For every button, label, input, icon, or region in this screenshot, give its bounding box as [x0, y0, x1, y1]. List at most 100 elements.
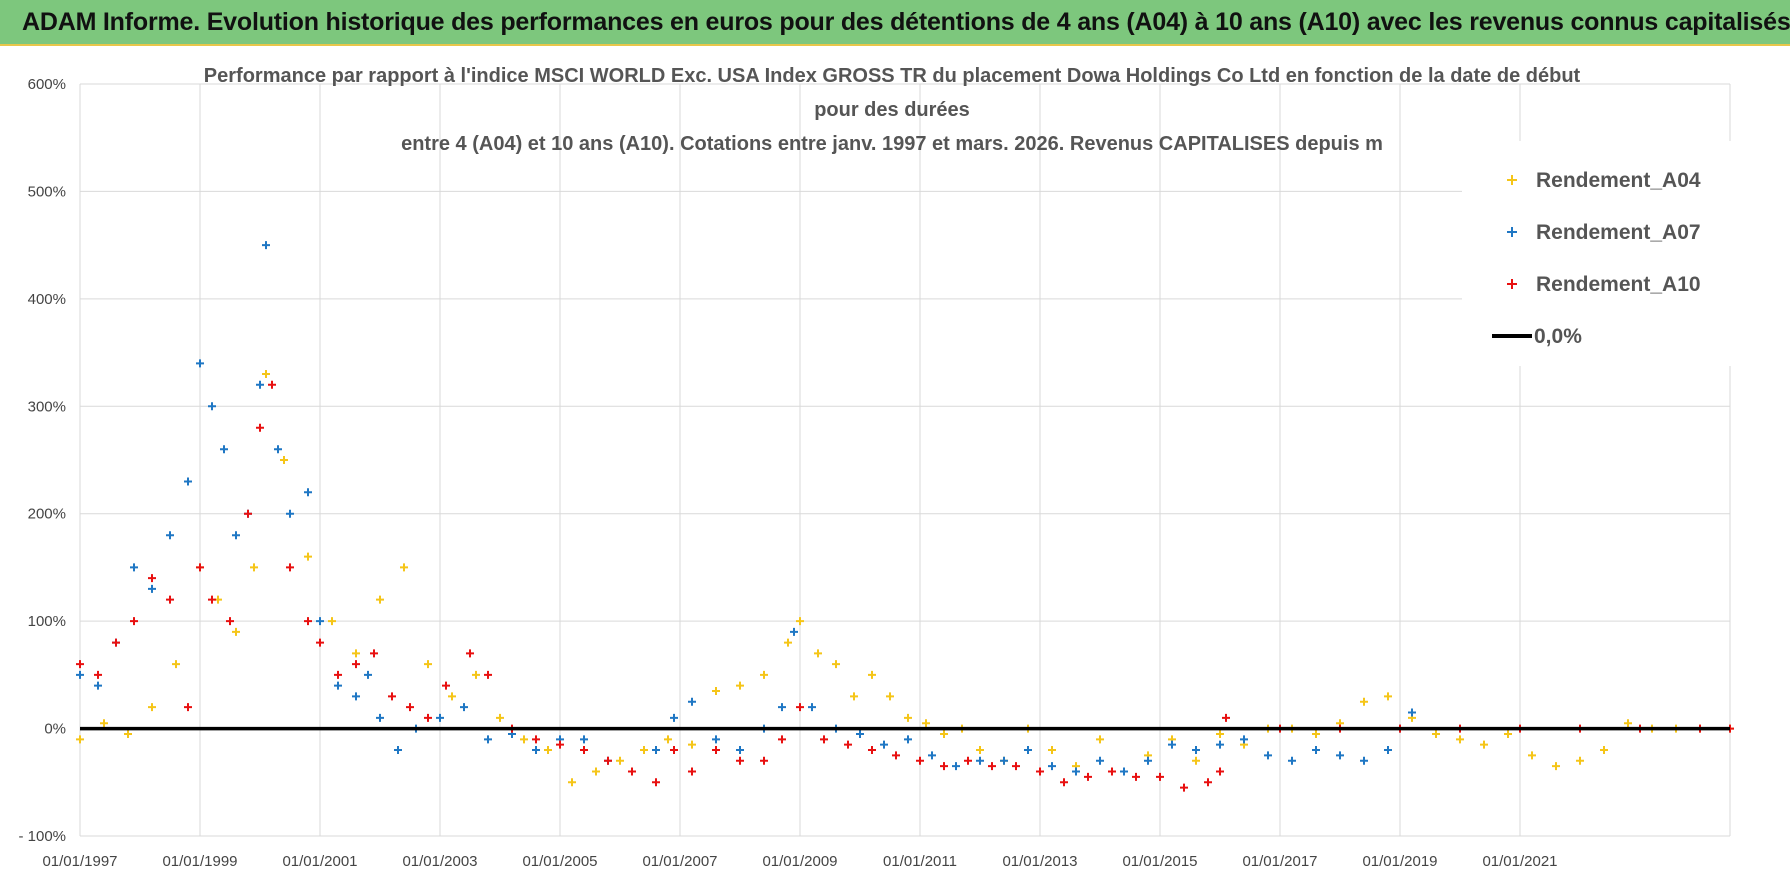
data-point [976, 746, 984, 755]
data-point [376, 713, 384, 722]
data-point [352, 649, 360, 658]
data-point [844, 740, 852, 749]
y-tick-label: 600% [28, 76, 66, 93]
data-point [670, 713, 678, 722]
data-point [232, 531, 240, 540]
x-tick-label: 01/01/2003 [402, 853, 477, 870]
data-point [1240, 735, 1248, 744]
data-point [286, 509, 294, 518]
data-point [232, 627, 240, 636]
data-point [760, 670, 768, 679]
data-point [1072, 767, 1080, 776]
data-point [112, 638, 120, 647]
data-point [400, 563, 408, 572]
banner-title: ADAM Informe. Evolution historique des p… [22, 8, 1790, 36]
x-tick-label: 01/01/2005 [522, 853, 597, 870]
x-tick-label: 01/01/2021 [1482, 853, 1557, 870]
data-point [796, 703, 804, 712]
data-point [1036, 767, 1044, 776]
data-point [856, 729, 864, 738]
data-point [1456, 735, 1464, 744]
data-point [256, 380, 264, 389]
data-point [1144, 756, 1152, 765]
data-point [916, 756, 924, 765]
data-point [184, 477, 192, 486]
data-point [1360, 697, 1368, 706]
legend-marker [1507, 227, 1517, 237]
data-point [166, 595, 174, 604]
data-point [274, 445, 282, 454]
data-point [790, 627, 798, 636]
data-point [370, 649, 378, 658]
data-point [712, 735, 720, 744]
data-point [1504, 729, 1512, 738]
data-point [988, 762, 996, 771]
data-point [1012, 762, 1020, 771]
data-point [736, 681, 744, 690]
data-point [448, 692, 456, 701]
data-point [1108, 767, 1116, 776]
data-point [628, 767, 636, 776]
data-point [778, 735, 786, 744]
data-point [784, 638, 792, 647]
y-tick-label: 200% [28, 506, 66, 523]
data-point [460, 703, 468, 712]
data-point [652, 746, 660, 755]
data-point [1288, 756, 1296, 765]
data-point [1192, 746, 1200, 755]
data-point [316, 638, 324, 647]
x-axis-ticks: 01/01/1997 01/01/1999 01/01/2001 01/01/2003… [42, 853, 1557, 870]
data-point [472, 670, 480, 679]
data-point [406, 703, 414, 712]
x-tick-label: 01/01/2015 [1122, 853, 1197, 870]
data-point [736, 746, 744, 755]
data-point [580, 735, 588, 744]
data-point [796, 617, 804, 626]
data-point [328, 617, 336, 626]
data-point [1384, 746, 1392, 755]
data-point [1024, 746, 1032, 755]
data-point [244, 509, 252, 518]
data-point [424, 660, 432, 669]
data-point [466, 649, 474, 658]
data-point [532, 746, 540, 755]
data-point [1132, 772, 1140, 781]
data-point [652, 778, 660, 787]
data-point [556, 740, 564, 749]
data-point [604, 756, 612, 765]
data-point [148, 574, 156, 583]
data-point [1216, 767, 1224, 776]
data-point [1084, 772, 1092, 781]
data-point [688, 740, 696, 749]
data-point [100, 719, 108, 728]
x-tick-label: 01/01/2009 [762, 853, 837, 870]
data-point [1528, 751, 1536, 760]
x-tick-label: 01/01/2007 [642, 853, 717, 870]
data-point [334, 681, 342, 690]
data-point [352, 660, 360, 669]
data-point [688, 767, 696, 776]
data-point [436, 713, 444, 722]
data-point [94, 670, 102, 679]
gridlines [79, 83, 1731, 837]
data-point [256, 423, 264, 432]
x-tick-label: 01/01/2001 [282, 853, 357, 870]
data-point [130, 563, 138, 572]
data-point [1096, 756, 1104, 765]
data-point [664, 735, 672, 744]
data-point [904, 713, 912, 722]
y-tick-label: 100% [28, 613, 66, 630]
legend-label: Rendement_A04 [1536, 169, 1701, 192]
data-point [304, 488, 312, 497]
data-point [268, 380, 276, 389]
data-point [376, 595, 384, 604]
data-point [352, 692, 360, 701]
data-point [124, 729, 132, 738]
data-point [94, 681, 102, 690]
data-point [220, 445, 228, 454]
y-tick-label: - 100% [18, 828, 66, 845]
data-point [1432, 729, 1440, 738]
data-point [388, 692, 396, 701]
data-point [166, 531, 174, 540]
legend-label: 0,0% [1534, 325, 1582, 348]
